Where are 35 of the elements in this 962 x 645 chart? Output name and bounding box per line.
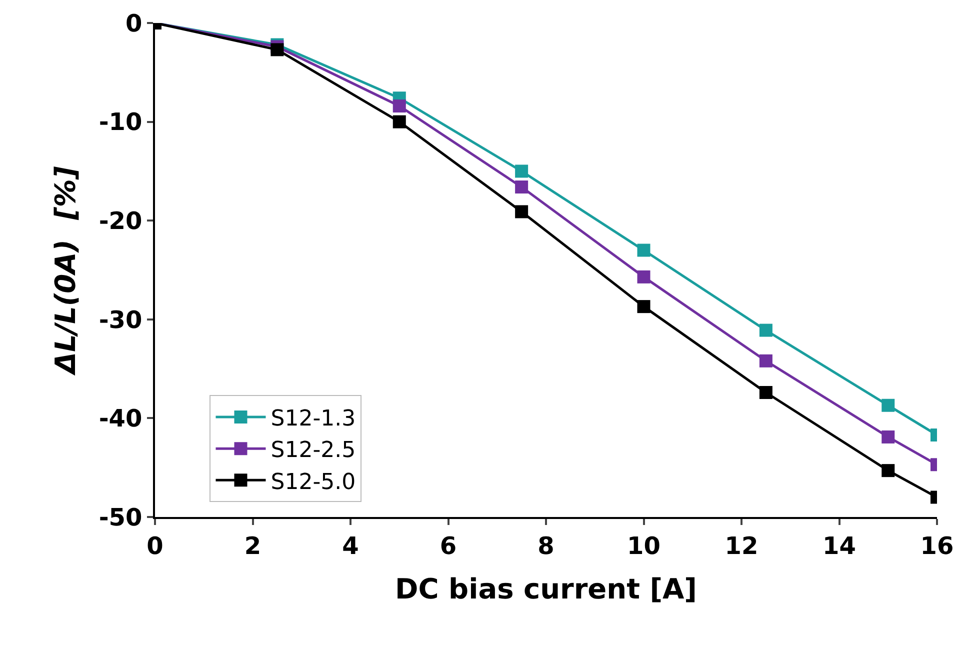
legend-label: S12-1.3 bbox=[270, 406, 356, 432]
point bbox=[637, 244, 650, 257]
y-tick-label: -10 bbox=[98, 108, 142, 136]
point bbox=[759, 386, 772, 400]
y-tick-label: 0 bbox=[125, 9, 142, 38]
point bbox=[759, 354, 772, 368]
x-tick-label: 2 bbox=[244, 532, 262, 560]
point bbox=[759, 324, 772, 337]
point bbox=[882, 464, 895, 478]
x-tick-label: 16 bbox=[920, 532, 954, 560]
point bbox=[392, 99, 406, 112]
x-tick-label: 14 bbox=[822, 532, 856, 560]
point bbox=[515, 205, 528, 218]
y-tick-label: -20 bbox=[98, 207, 142, 235]
point bbox=[637, 270, 650, 284]
point bbox=[270, 43, 284, 56]
point bbox=[515, 164, 528, 178]
y-tick-label: -30 bbox=[98, 306, 142, 334]
x-tick-label: 0 bbox=[146, 532, 164, 560]
x-axis-title: DC bias current [A] bbox=[395, 572, 697, 606]
legend-label: S12-2.5 bbox=[270, 438, 356, 464]
y-tick-label: -40 bbox=[98, 404, 142, 433]
point bbox=[637, 300, 650, 314]
x-tick-label: 4 bbox=[342, 532, 359, 560]
legend-label: S12-5.0 bbox=[270, 470, 356, 495]
x-tick-label: 6 bbox=[440, 532, 457, 560]
point bbox=[882, 430, 895, 444]
point bbox=[515, 180, 528, 194]
y-tick-label: -50 bbox=[98, 503, 142, 532]
y-axis-title: ΔL/L(0A) [%] bbox=[49, 166, 82, 376]
point bbox=[882, 398, 895, 412]
x-tick-label: 8 bbox=[538, 532, 554, 560]
point bbox=[392, 115, 406, 128]
x-tick-label: 12 bbox=[724, 532, 758, 560]
x-tick-label: 10 bbox=[627, 532, 660, 560]
